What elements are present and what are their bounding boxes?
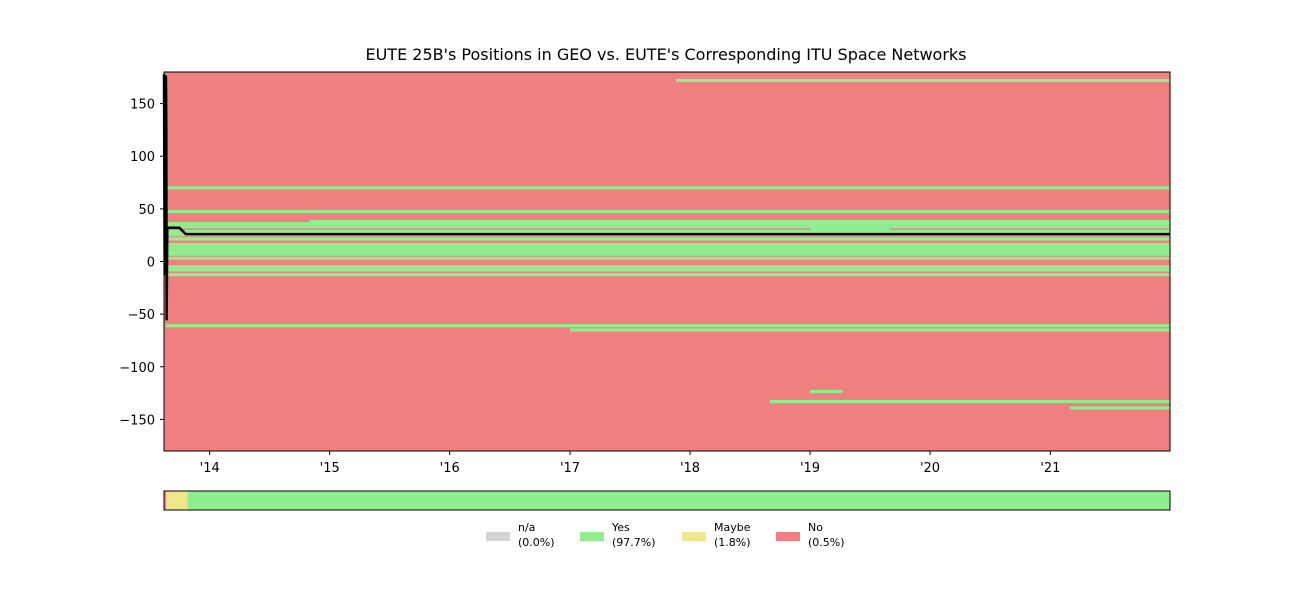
y-tick-label: −50 xyxy=(128,308,155,323)
legend-label: No xyxy=(808,521,823,534)
network-band xyxy=(309,219,1170,224)
network-band xyxy=(165,249,1170,253)
y-tick-label: 100 xyxy=(130,150,155,165)
network-band xyxy=(165,273,1170,277)
network-band xyxy=(165,229,1170,234)
network-band xyxy=(165,246,1170,250)
network-bands xyxy=(165,78,1170,410)
legend-entry: n/a (0.0%) xyxy=(486,521,555,549)
x-tick-label: '20 xyxy=(920,461,940,476)
network-band xyxy=(165,324,1170,328)
network-band xyxy=(1069,406,1170,410)
x-tick-label: '16 xyxy=(440,461,460,476)
network-band xyxy=(165,186,1170,190)
plot-area xyxy=(162,71,1171,452)
legend: n/a (0.0%) Yes (97.7%) Maybe (1.8%) No (0.5%) xyxy=(486,521,845,549)
network-band xyxy=(165,209,1170,214)
network-band xyxy=(570,328,1170,332)
network-band xyxy=(165,252,1170,256)
legend-label: Yes xyxy=(611,521,630,534)
status-timeline xyxy=(163,490,1171,511)
timeline-frame xyxy=(163,490,1171,511)
x-axis: '14 '15 '16 '17 '18 '19 '20 '21 xyxy=(200,451,1060,476)
network-band xyxy=(165,265,1170,269)
x-tick-label: '15 xyxy=(320,461,340,476)
x-tick-label: '14 xyxy=(200,461,220,476)
network-band xyxy=(810,227,890,231)
legend-swatch xyxy=(486,532,510,541)
legend-percent: (0.5%) xyxy=(808,536,845,549)
network-band xyxy=(810,389,843,394)
network-band xyxy=(165,225,1170,229)
legend-swatch xyxy=(682,532,706,541)
legend-percent: (0.0%) xyxy=(518,536,555,549)
network-band xyxy=(769,399,1170,404)
timeline-segment xyxy=(166,491,188,510)
network-band xyxy=(165,222,1170,226)
legend-swatch xyxy=(580,532,604,541)
y-tick-label: −150 xyxy=(119,413,155,428)
network-band xyxy=(676,78,1170,83)
network-band xyxy=(165,243,1170,247)
timeline-segment xyxy=(187,491,1171,510)
legend-entry: Maybe (1.8%) xyxy=(682,521,751,549)
position-line xyxy=(162,74,1170,321)
x-tick-label: '21 xyxy=(1040,461,1060,476)
y-tick-label: −100 xyxy=(119,361,155,376)
x-tick-label: '18 xyxy=(680,461,700,476)
y-tick-label: 150 xyxy=(130,98,155,113)
legend-label: n/a xyxy=(518,521,535,534)
legend-swatch xyxy=(776,532,800,541)
x-tick-label: '19 xyxy=(800,461,820,476)
network-band xyxy=(165,256,1170,260)
plot-background xyxy=(164,72,1170,451)
legend-entry: Yes (97.7%) xyxy=(580,521,656,549)
timeline-segment xyxy=(164,491,167,510)
x-tick-label: '17 xyxy=(560,461,580,476)
legend-entry: No (0.5%) xyxy=(776,521,845,549)
y-tick-label: 0 xyxy=(147,256,155,271)
network-band xyxy=(165,268,1170,272)
y-tick-label: 50 xyxy=(138,203,155,218)
legend-label: Maybe xyxy=(714,521,751,534)
timeline-segments xyxy=(164,491,1171,510)
legend-percent: (97.7%) xyxy=(612,536,656,549)
network-band xyxy=(165,237,1170,241)
chart-title: EUTE 25B's Positions in GEO vs. EUTE's C… xyxy=(365,45,966,64)
legend-percent: (1.8%) xyxy=(714,536,751,549)
y-axis: 150 100 50 0 −50 −100 −150 xyxy=(119,98,164,428)
